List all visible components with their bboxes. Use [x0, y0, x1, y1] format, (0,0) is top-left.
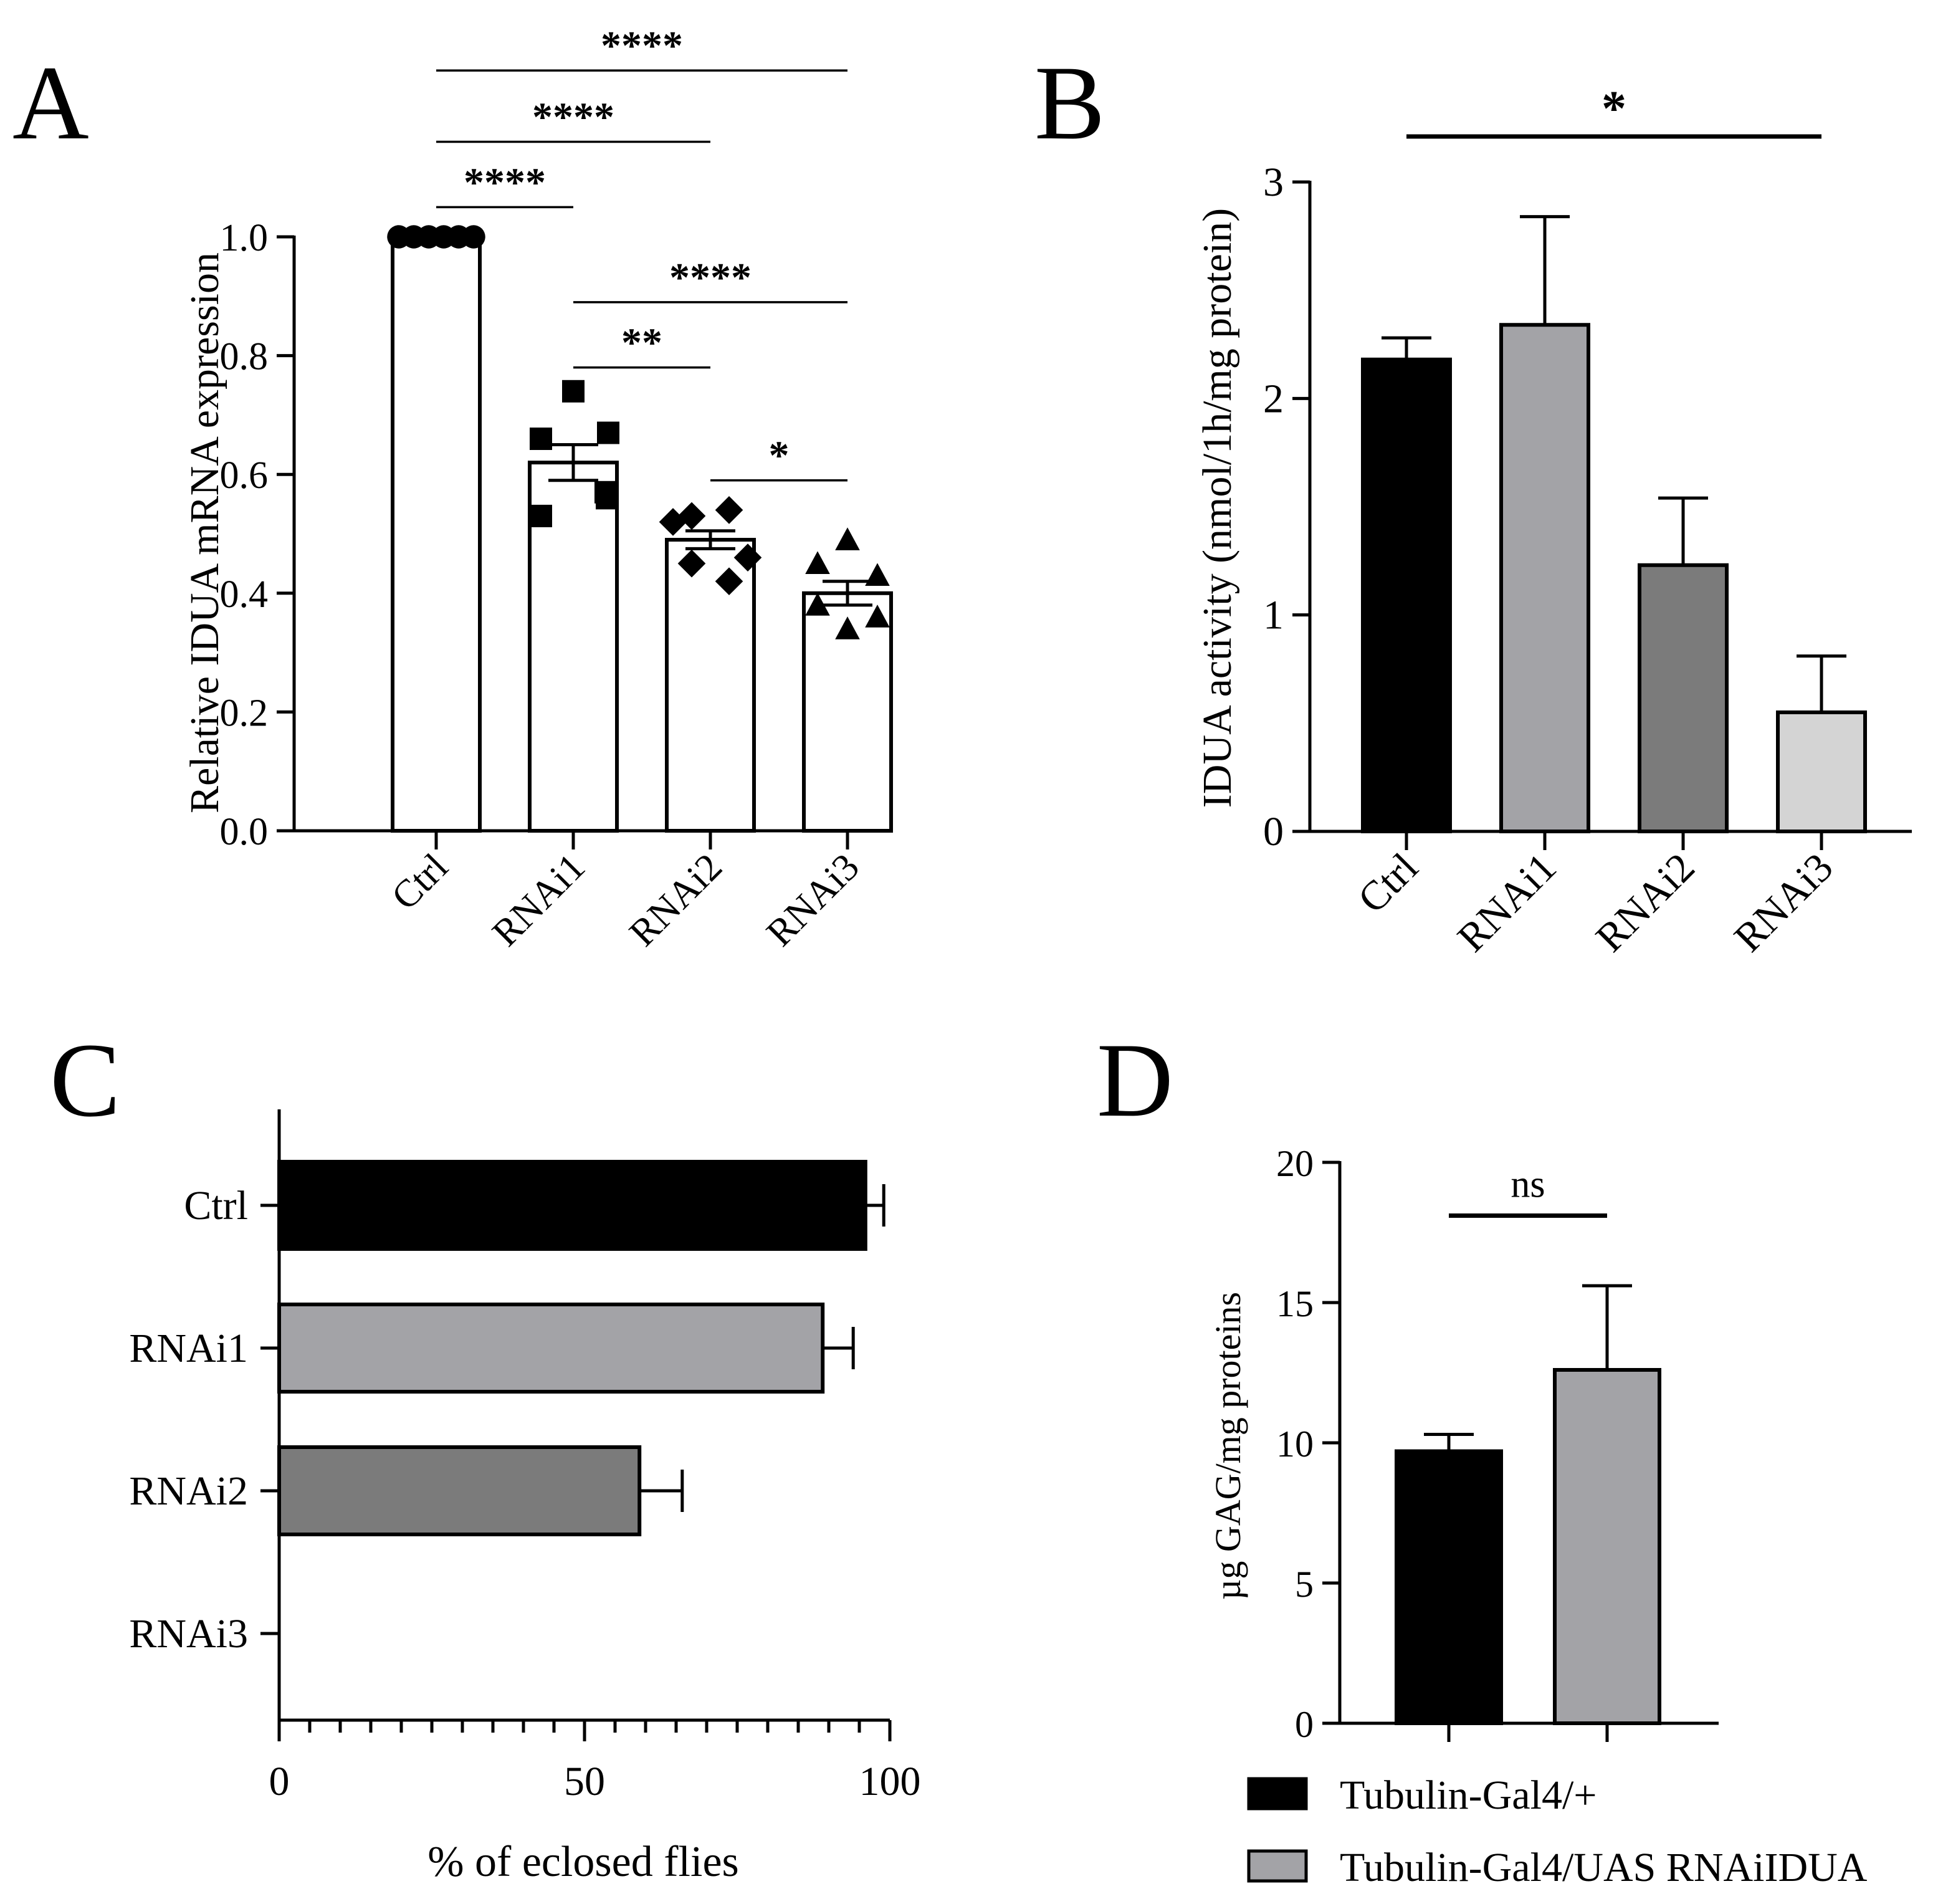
y-tick-label: 0.0 — [220, 811, 269, 853]
significance-label: * — [769, 433, 790, 479]
panel-a-ylabel: Relative IDUA mRNA expression — [182, 252, 227, 813]
data-point — [865, 563, 890, 586]
x-tick-label: 0 — [269, 1759, 290, 1804]
panel-c-xlabel: % of eclosed flies — [427, 1838, 739, 1886]
y-tick-label: 5 — [1295, 1564, 1314, 1605]
bar — [1638, 563, 1729, 834]
y-tick-label: 0 — [1263, 809, 1284, 854]
data-point — [805, 593, 830, 616]
data-point — [562, 380, 585, 403]
bar — [277, 1160, 867, 1251]
y-tick-label: 0.6 — [220, 454, 269, 497]
y-tick-label: 0.8 — [220, 336, 269, 378]
y-tick-label: 2 — [1263, 376, 1284, 421]
y-tick-label: 0.4 — [220, 573, 269, 616]
data-point — [597, 421, 619, 444]
bar — [1553, 1368, 1661, 1725]
data-point — [659, 508, 687, 536]
bar — [1499, 323, 1590, 833]
y-tick-label: Ctrl — [184, 1183, 248, 1228]
y-tick-label: RNAi3 — [129, 1611, 248, 1657]
panel-label-a: A — [12, 44, 89, 161]
legend-label: Tubulin-Gal4/+ — [1340, 1772, 1597, 1818]
bar — [391, 235, 482, 833]
bar — [1361, 357, 1452, 833]
panel-label-d: D — [1097, 1021, 1173, 1139]
legend-swatch — [1247, 1777, 1308, 1811]
legend-swatch — [1247, 1849, 1308, 1883]
x-tick-label: 50 — [564, 1759, 605, 1804]
y-tick-label: 10 — [1276, 1423, 1314, 1465]
panel-label-c: C — [50, 1021, 120, 1139]
bar — [1395, 1449, 1503, 1725]
significance-label: **** — [669, 255, 752, 300]
y-tick-label: 3 — [1263, 160, 1284, 205]
panel-b-ylabel: IDUA activity (nmol/1h/mg protein) — [1195, 208, 1240, 808]
data-point — [715, 496, 743, 524]
y-tick-label: 1 — [1263, 593, 1284, 638]
bar — [277, 1303, 825, 1394]
panel-c-chart: % of eclosed flies Ctrl RNAi1 RNAi2 RNAi3 0 5… — [129, 1109, 921, 1886]
y-tick-label: 0 — [1295, 1704, 1314, 1745]
y-tick-label: RNAi2 — [129, 1468, 248, 1514]
y-tick-label: 0.2 — [220, 692, 269, 734]
y-tick-label: 15 — [1276, 1283, 1314, 1324]
y-tick-label: 1.0 — [220, 217, 269, 259]
data-point — [677, 549, 706, 578]
data-point — [835, 527, 860, 550]
data-point — [835, 616, 860, 639]
data-point — [805, 551, 830, 574]
data-point — [733, 543, 762, 572]
panel-d-chart: µg GAG/mg proteins 0 5 10 15 20 ns Tubulin-Gal… — [1208, 1143, 1868, 1890]
significance-label: ** — [621, 320, 662, 366]
data-point — [462, 225, 485, 249]
legend-label: Tubulin-Gal4/UAS RNAiIDUA — [1340, 1845, 1868, 1890]
data-point — [530, 504, 552, 527]
significance-label: * — [1601, 82, 1626, 136]
significance-label: **** — [532, 95, 614, 140]
data-point — [715, 567, 743, 596]
y-tick-label: 20 — [1276, 1143, 1314, 1184]
x-tick-label: 100 — [859, 1759, 921, 1804]
y-tick-label: RNAi1 — [129, 1326, 248, 1371]
panel-label-b: B — [1034, 44, 1105, 161]
significance-label: ns — [1511, 1164, 1545, 1206]
bar — [665, 538, 756, 833]
panel-d-ylabel: µg GAG/mg proteins — [1208, 1292, 1248, 1600]
bar — [277, 1445, 642, 1536]
bar — [1776, 710, 1867, 834]
data-point — [596, 487, 618, 510]
data-point — [530, 428, 552, 451]
significance-label: **** — [464, 160, 546, 205]
data-point — [865, 605, 890, 628]
significance-label: **** — [601, 23, 683, 69]
